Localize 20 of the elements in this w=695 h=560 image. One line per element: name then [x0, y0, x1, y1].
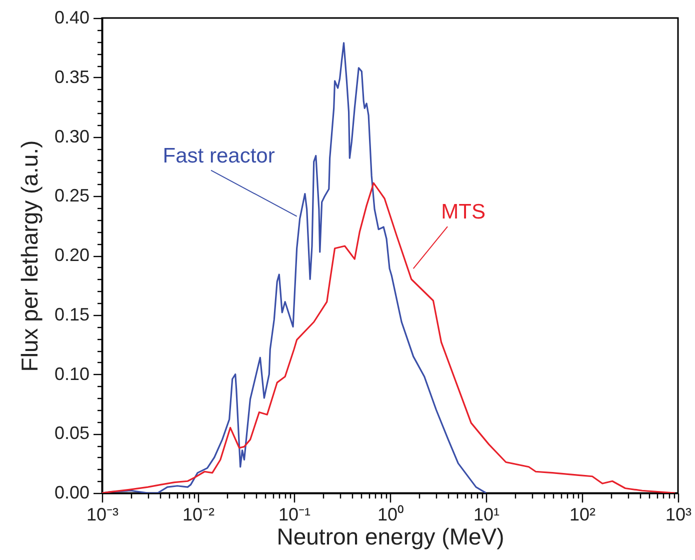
y-tick-label: 0.15 — [54, 304, 90, 324]
y-tick-label: 0.10 — [54, 364, 90, 384]
y-axis-title: Flux per lethargy (a.u.) — [16, 140, 42, 372]
y-tick-label: 0.30 — [54, 126, 90, 146]
x-tick-label: 10¹ — [473, 504, 500, 524]
x-tick-label: 10² — [569, 504, 596, 524]
annotation: Fast reactor — [162, 144, 275, 168]
annotation: MTS — [441, 200, 486, 224]
y-tick-label: 0.20 — [54, 245, 90, 265]
x-axis-title: Neutron energy (MeV) — [276, 524, 504, 550]
x-tick-label: 10⁻³ — [86, 504, 119, 524]
x-tick-label: 10⁻¹ — [278, 504, 311, 524]
y-tick-label: 0.35 — [54, 66, 90, 87]
y-tick-label: 0.25 — [54, 186, 90, 206]
x-tick-label: 10⁰ — [377, 504, 404, 524]
y-tick-label: 0.05 — [54, 423, 90, 444]
x-tick-label: 10⁻² — [182, 504, 215, 524]
y-tick-label: 0.40 — [54, 8, 90, 28]
x-tick-label: 10³ — [665, 504, 692, 524]
text: 0.00 — [54, 482, 90, 502]
